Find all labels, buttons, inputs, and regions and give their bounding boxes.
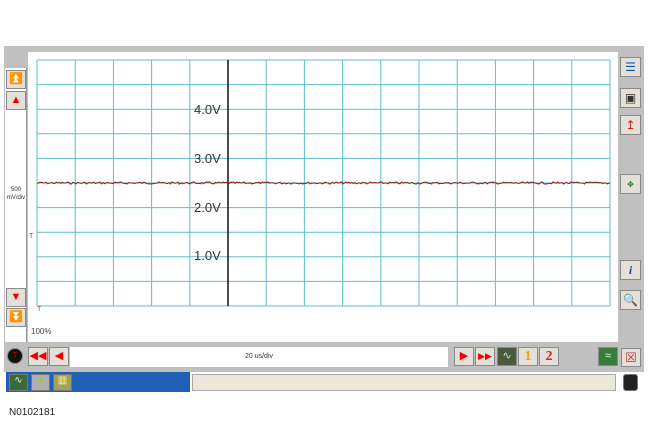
channel-2-button[interactable]: 2 [539,347,559,366]
fast-forward-icon[interactable]: ▶▶ [475,347,495,366]
vertical-scale: 500 mV/div [5,186,27,202]
scope-mode-icon[interactable]: ∿ [9,374,28,391]
plot-area [28,52,618,342]
voltage-label: 2.0V [194,200,221,215]
battery-icon [623,374,638,391]
channel-1-button[interactable]: 1 [518,347,538,366]
voltage-label: 4.0V [194,102,221,117]
zoom-level: 100% [31,327,52,336]
step-back-icon[interactable]: ◀ [49,347,69,366]
data-mode-icon[interactable]: ▥ [53,374,72,391]
voltage-label: 3.0V [194,151,221,166]
close-icon[interactable]: ☒ [621,348,641,367]
double-down-arrow-icon[interactable]: ⏬ [6,308,26,327]
camera-icon[interactable]: ▣ [620,88,641,108]
signal-trace [36,181,611,185]
scale-unit: mV/div [6,195,26,201]
probe-icon[interactable]: ↥ [620,115,641,135]
figure-reference: N0102181 [9,407,56,418]
trigger-level-marker[interactable]: T [29,233,34,240]
left-panel [5,52,27,342]
meter-mode-icon[interactable]: ● [31,374,50,391]
scope-icon[interactable]: ≈ [598,347,618,366]
up-arrow-icon[interactable]: ▲ [6,91,26,110]
rewind-icon[interactable]: ◀◀ [28,347,48,366]
cursor-icon[interactable]: ✥ [620,174,641,194]
scale-value: 500 [10,187,21,193]
status-bar [192,374,616,391]
taskbar [6,372,190,392]
double-up-arrow-icon[interactable]: ⏫ [6,70,26,89]
list-icon[interactable]: ☰ [620,57,641,77]
trigger-icon[interactable]: T [7,348,23,364]
waveform-icon[interactable]: ∿ [497,347,517,366]
voltage-label: 1.0V [194,248,221,263]
step-forward-icon[interactable]: ▶ [454,347,474,366]
info-icon[interactable]: i [620,260,641,280]
zoom-icon[interactable]: 🔍 [620,290,641,310]
timebase-display: 20 us/div [70,347,448,367]
down-arrow-icon[interactable]: ▼ [6,288,26,307]
trigger-time-marker[interactable]: T [37,306,42,313]
